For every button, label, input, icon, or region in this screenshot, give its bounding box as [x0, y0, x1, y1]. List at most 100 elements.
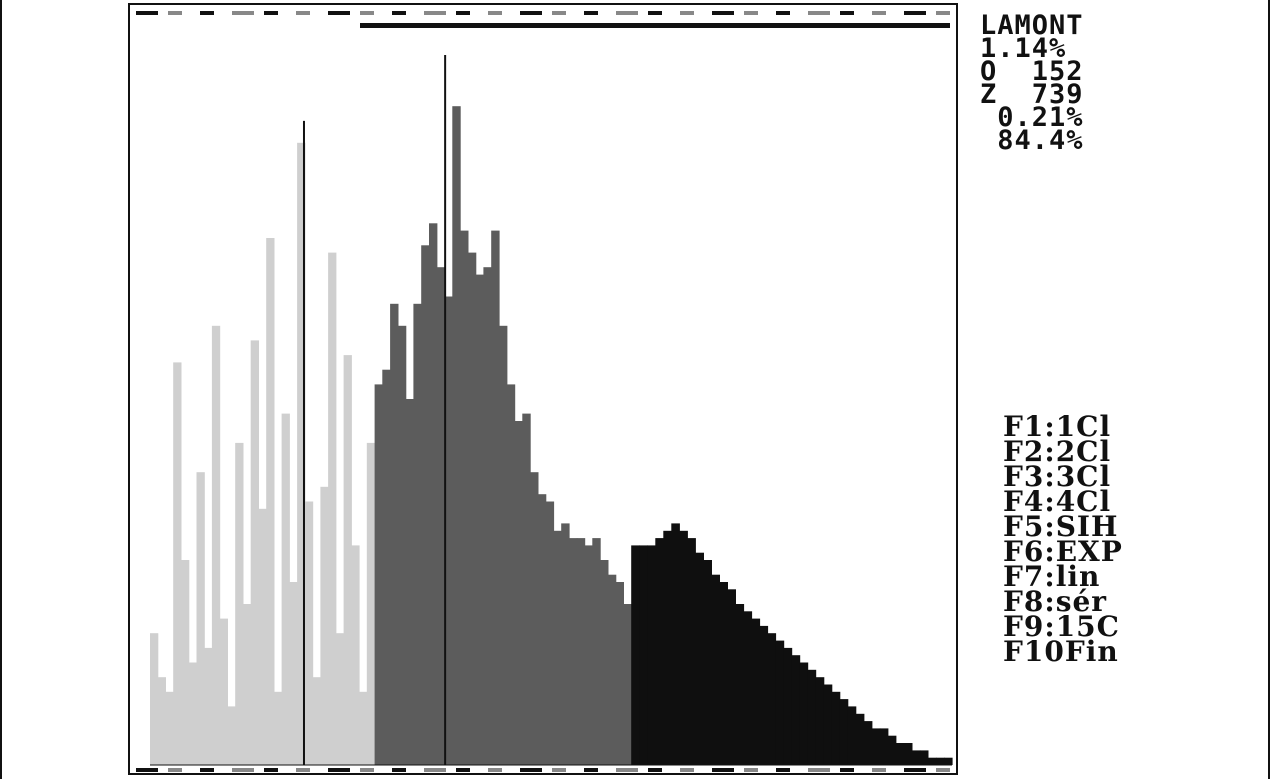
bottom-ruler-tick [488, 768, 502, 772]
histogram-bar [743, 611, 753, 765]
scale-bar [360, 23, 950, 28]
histogram-bar [807, 669, 817, 765]
bottom-ruler-tick [328, 768, 350, 772]
histogram-bar [530, 472, 539, 765]
histogram-bar [655, 538, 664, 765]
histogram-bar [188, 662, 197, 765]
bottom-ruler-tick [456, 768, 470, 772]
histogram-bar [751, 618, 761, 765]
histogram-bar [204, 647, 213, 765]
bottom-ruler-tick [616, 768, 638, 772]
histogram-bar [235, 442, 244, 765]
histogram-bar [615, 582, 624, 765]
stats-panel: LAMONT 1.14% O 152 Z 739 0.21% 84.4% [980, 10, 1180, 156]
histogram-bar [366, 442, 376, 765]
histogram-bar [553, 530, 562, 765]
fkey-f7[interactable]: F7:lin [1003, 560, 1101, 593]
top-ruler-tick [936, 11, 950, 15]
bottom-ruler-tick [552, 768, 566, 772]
stats-line-2: O 152 [980, 56, 1084, 87]
top-ruler-tick [776, 11, 790, 15]
top-ruler-tick [840, 11, 854, 15]
histogram-bar [405, 399, 415, 765]
bottom-ruler-tick [232, 768, 254, 772]
histogram-chart [136, 11, 953, 772]
bottom-ruler-tick [872, 768, 886, 772]
fkey-f4[interactable]: F4:4Cl [1003, 485, 1112, 518]
top-ruler-tick [904, 11, 926, 15]
histogram-bar [895, 743, 905, 765]
top-ruler-tick [200, 11, 214, 15]
histogram-bar [522, 413, 531, 765]
fkey-f9[interactable]: F9:15C [1003, 610, 1120, 643]
histogram-bar [799, 662, 809, 765]
histogram-bar [483, 267, 492, 765]
top-ruler-tick [456, 11, 470, 15]
histogram-bar [467, 252, 477, 766]
fkey-f8[interactable]: F8:sér [1003, 585, 1108, 618]
histogram-bar [452, 106, 461, 765]
top-ruler-tick [616, 11, 638, 15]
top-ruler-tick [744, 11, 758, 15]
histogram-bar [281, 413, 290, 765]
histogram-bar [242, 604, 252, 765]
histogram-bar [343, 355, 352, 765]
fkey-f2[interactable]: F2:2Cl [1003, 435, 1112, 468]
histogram-bar [695, 552, 704, 765]
bottom-ruler-tick [296, 768, 310, 772]
bottom-ruler-tick [680, 768, 694, 772]
histogram-bar [382, 369, 391, 765]
histogram-bar [919, 750, 929, 765]
histogram-bar [491, 230, 500, 766]
fkey-f1[interactable]: F1:1Cl [1003, 410, 1112, 443]
histogram-bar [250, 340, 259, 765]
bottom-ruler-tick [360, 768, 374, 772]
bottom-ruler-tick [520, 768, 542, 772]
histogram-bar [592, 538, 601, 765]
histogram-bar [584, 545, 593, 765]
histogram-bar [631, 545, 640, 765]
fkey-f3[interactable]: F3:3Cl [1003, 460, 1112, 493]
fkey-f5[interactable]: F5:SIH [1003, 510, 1119, 543]
histogram-bar [506, 384, 516, 765]
top-ruler-tick [584, 11, 598, 15]
histogram-bar [735, 604, 745, 765]
histogram-bar [181, 560, 190, 765]
bottom-ruler-tick [936, 768, 950, 772]
histogram-bar [607, 574, 617, 765]
histogram-bar [944, 757, 953, 765]
histogram-bar [266, 238, 275, 765]
histogram-bar [429, 223, 438, 766]
histogram-bar [289, 582, 298, 765]
histogram-bar [444, 296, 453, 765]
histogram-bar [397, 325, 407, 765]
top-ruler-tick [712, 11, 734, 15]
histogram-bar [273, 691, 283, 765]
histogram-bar [847, 706, 857, 765]
fkey-f10[interactable]: F10Fin [1003, 635, 1119, 668]
stats-line-5: 84.4% [980, 125, 1084, 156]
histogram-bar [831, 691, 841, 765]
histogram-bar [335, 633, 345, 765]
histogram-bar [879, 728, 889, 765]
fkey-f6[interactable]: F6:EXP [1003, 535, 1123, 568]
stats-line-4: 0.21% [980, 102, 1084, 133]
histogram-bar [871, 728, 881, 765]
histogram-bar [815, 677, 825, 765]
histogram-bar [219, 618, 228, 765]
stats-title: LAMONT [980, 10, 1084, 41]
bottom-ruler-tick [584, 768, 598, 772]
histogram-bar [576, 538, 586, 765]
histogram-bar [903, 743, 913, 765]
histogram-frame [128, 3, 958, 775]
histogram-bar [150, 633, 159, 765]
top-ruler-tick [328, 11, 350, 15]
left-border [0, 0, 2, 779]
top-ruler-tick [680, 11, 694, 15]
bottom-ruler-tick [712, 768, 734, 772]
histogram-bar [413, 303, 422, 765]
histogram-bar [351, 545, 360, 765]
top-ruler-tick [648, 11, 662, 15]
histogram-bar [639, 545, 648, 765]
